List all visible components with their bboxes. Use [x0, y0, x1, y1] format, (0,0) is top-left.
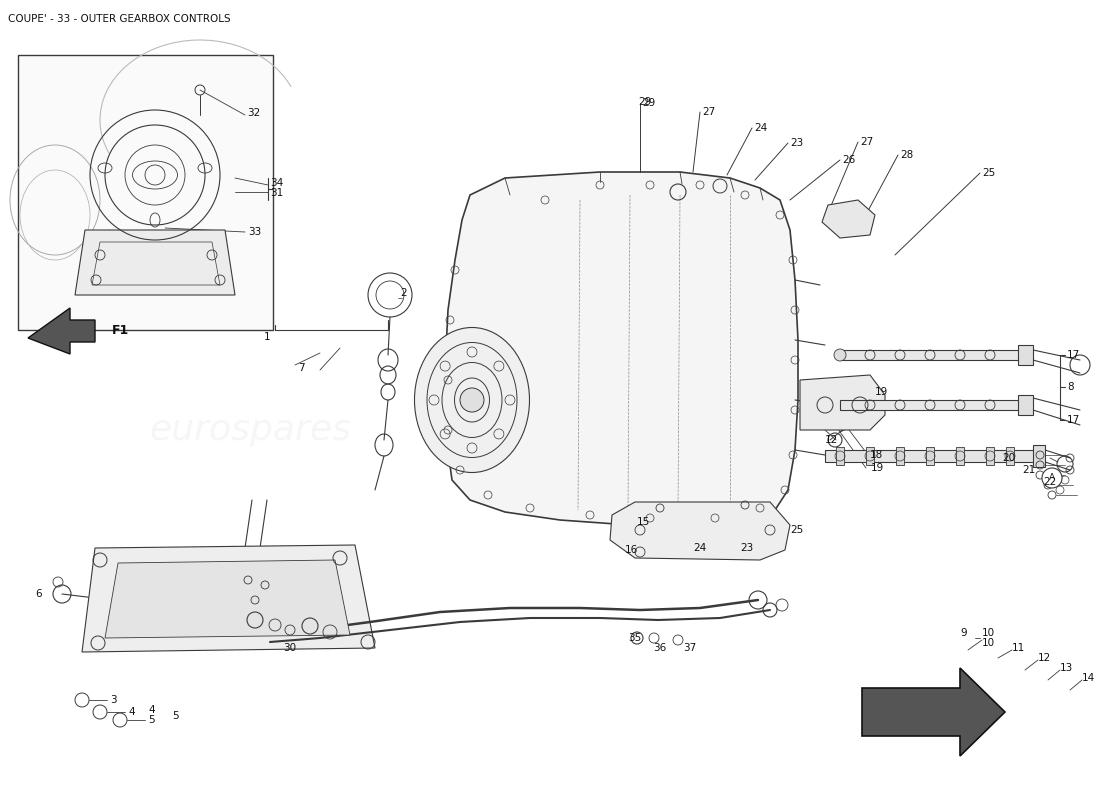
Polygon shape — [75, 230, 235, 295]
Text: 30: 30 — [283, 643, 296, 653]
Text: 19: 19 — [874, 387, 889, 397]
Ellipse shape — [415, 327, 529, 473]
Text: 22: 22 — [1043, 477, 1056, 487]
Text: 3: 3 — [110, 695, 117, 705]
Text: 25: 25 — [790, 525, 803, 535]
Text: 31: 31 — [270, 188, 284, 198]
Bar — [825, 450, 1035, 462]
Text: 8: 8 — [1067, 382, 1074, 392]
Text: 24: 24 — [754, 123, 768, 133]
Polygon shape — [28, 308, 95, 354]
Text: eurospares: eurospares — [148, 413, 351, 447]
Text: 29: 29 — [642, 98, 656, 108]
Text: 1: 1 — [263, 332, 270, 342]
Text: 20: 20 — [1002, 453, 1015, 463]
Text: 9: 9 — [960, 628, 967, 638]
Text: 23: 23 — [740, 543, 754, 553]
Bar — [18, 55, 273, 330]
Text: 34: 34 — [270, 178, 284, 188]
Polygon shape — [446, 172, 798, 525]
Bar — [836, 447, 844, 465]
Polygon shape — [800, 375, 886, 430]
Bar — [840, 400, 1020, 410]
Text: 21: 21 — [1022, 465, 1035, 475]
Bar — [1033, 445, 1045, 467]
Bar — [1018, 395, 1033, 415]
Bar — [956, 447, 964, 465]
Text: 2: 2 — [400, 288, 407, 298]
Circle shape — [1042, 468, 1062, 488]
Text: 15: 15 — [637, 517, 650, 527]
Text: 28: 28 — [900, 150, 913, 160]
Text: 4: 4 — [148, 705, 155, 715]
Text: 25: 25 — [982, 168, 996, 178]
Text: 24: 24 — [693, 543, 706, 553]
Text: 7: 7 — [298, 363, 305, 373]
Circle shape — [460, 388, 484, 412]
Polygon shape — [862, 668, 1005, 756]
Text: 16: 16 — [625, 545, 638, 555]
Bar — [1006, 447, 1014, 465]
Text: 29: 29 — [638, 97, 651, 107]
Text: 4: 4 — [128, 707, 134, 717]
Bar — [1018, 345, 1033, 365]
Polygon shape — [104, 560, 350, 638]
Text: eurospares: eurospares — [579, 303, 781, 337]
Text: 35: 35 — [628, 633, 641, 643]
Text: 33: 33 — [248, 227, 262, 237]
Text: 17: 17 — [1067, 350, 1080, 360]
Text: 18: 18 — [870, 450, 883, 460]
Bar — [926, 447, 934, 465]
Polygon shape — [822, 200, 875, 238]
Text: 5: 5 — [148, 715, 155, 725]
Text: 37: 37 — [683, 643, 696, 653]
Text: 12: 12 — [1038, 653, 1052, 663]
Text: 36: 36 — [653, 643, 667, 653]
Text: 14: 14 — [1082, 673, 1096, 683]
Bar — [866, 447, 874, 465]
Bar — [896, 447, 904, 465]
Text: 12: 12 — [825, 435, 838, 445]
Text: 10: 10 — [982, 638, 996, 648]
Circle shape — [834, 349, 846, 361]
Text: 26: 26 — [842, 155, 856, 165]
Text: 32: 32 — [248, 108, 261, 118]
Text: 10: 10 — [982, 628, 996, 638]
Text: 27: 27 — [702, 107, 715, 117]
Text: COUPE' - 33 - OUTER GEARBOX CONTROLS: COUPE' - 33 - OUTER GEARBOX CONTROLS — [8, 14, 231, 24]
Text: 13: 13 — [1060, 663, 1074, 673]
Text: 19: 19 — [871, 463, 884, 473]
Bar — [986, 447, 994, 465]
Polygon shape — [82, 545, 375, 652]
Text: 11: 11 — [1012, 643, 1025, 653]
Polygon shape — [610, 502, 790, 560]
Text: 27: 27 — [860, 137, 873, 147]
Text: 5: 5 — [172, 711, 178, 721]
Text: 6: 6 — [35, 589, 42, 599]
Bar — [840, 350, 1020, 360]
Text: F1: F1 — [112, 323, 130, 337]
Text: 23: 23 — [790, 138, 803, 148]
Text: 17: 17 — [1067, 415, 1080, 425]
Text: A: A — [1049, 474, 1055, 482]
